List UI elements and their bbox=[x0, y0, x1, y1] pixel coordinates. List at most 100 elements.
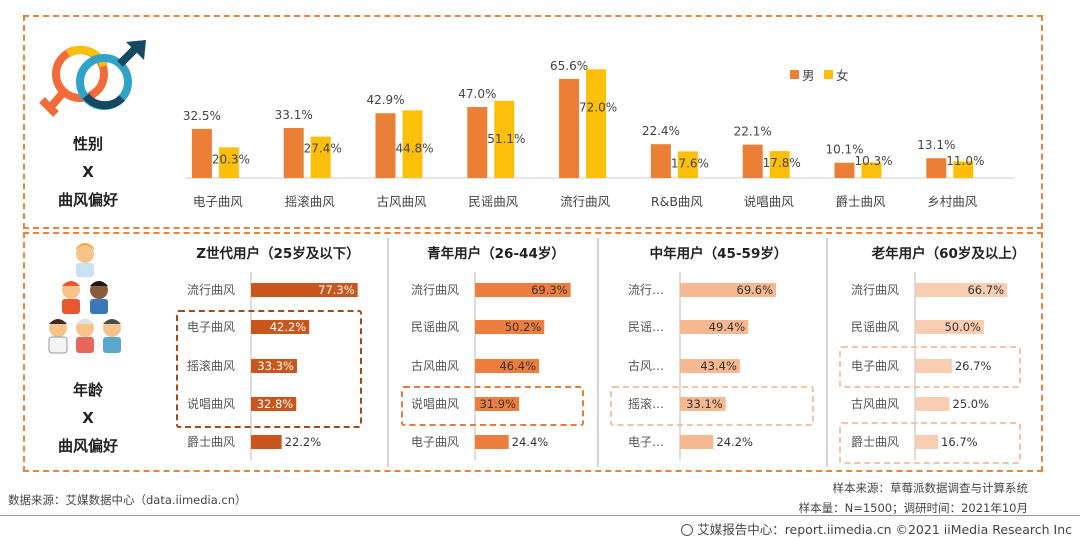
gender-bar-male-2 bbox=[375, 113, 396, 178]
age-category-label-2-0: 流行… bbox=[628, 283, 664, 297]
gender-bar-male-8 bbox=[926, 158, 947, 178]
age-category-label-1-0: 流行曲风 bbox=[411, 283, 459, 297]
gender-section-label: 性别 X 曲风偏好 bbox=[40, 130, 136, 214]
age-bar-3-1 bbox=[915, 320, 984, 334]
gender-value-label-female-8: 11.0% bbox=[946, 154, 984, 168]
age-category-label-2-2: 古风… bbox=[628, 358, 664, 373]
gender-label-line-3: 曲风偏好 bbox=[57, 191, 118, 209]
age-category-label-0-0: 流行曲风 bbox=[187, 283, 235, 297]
gender-bar-female-3 bbox=[494, 100, 515, 178]
age-category-label-3-3: 古风曲风 bbox=[851, 396, 899, 411]
gender-category-label-0: 电子曲风 bbox=[193, 194, 244, 209]
age-bar-2-2 bbox=[680, 359, 740, 373]
age-value-label-1-1: 50.2% bbox=[505, 320, 542, 334]
age-value-label-1-0: 69.3% bbox=[531, 283, 568, 297]
age-category-label-3-2: 电子曲风 bbox=[851, 359, 899, 373]
gender-value-label-male-4: 65.6% bbox=[550, 59, 588, 73]
age-category-label-0-4: 爵士曲风 bbox=[187, 435, 235, 449]
gender-value-label-male-0: 32.5% bbox=[183, 109, 221, 123]
age-bar-2-0 bbox=[680, 283, 777, 297]
data-source-text: 数据来源：艾媒数据中心（data.iimedia.cn） bbox=[8, 493, 247, 507]
gender-category-label-1: 摇滚曲风 bbox=[285, 194, 336, 209]
age-panel bbox=[23, 232, 1043, 472]
gender-bar-female-6 bbox=[769, 151, 790, 178]
sample-source-text: 样本来源：草莓派数据调查与计算系统 bbox=[832, 481, 1029, 495]
age-value-label-0-3: 32.8% bbox=[257, 397, 294, 411]
age-panel-title-0: Z世代用户（25岁及以下） bbox=[196, 245, 360, 262]
age-category-label-2-1: 民谣… bbox=[628, 320, 664, 334]
age-value-label-0-1: 42.2% bbox=[270, 320, 307, 334]
gender-category-label-2: 古风曲风 bbox=[376, 194, 427, 209]
gender-value-label-female-3: 51.1% bbox=[487, 132, 525, 146]
sample-size-text: 样本量：N=1500；调研时间：2021年10月 bbox=[798, 501, 1028, 515]
age-category-label-3-4: 爵士曲风 bbox=[851, 435, 899, 449]
gender-category-label-7: 爵士曲风 bbox=[835, 194, 886, 209]
age-category-label-0-2: 摇滚曲风 bbox=[187, 358, 235, 373]
age-value-label-3-4: 16.7% bbox=[941, 435, 978, 449]
age-value-label-3-1: 50.0% bbox=[944, 320, 981, 334]
old-highlight-box-1 bbox=[839, 346, 1021, 388]
age-value-label-1-4: 24.4% bbox=[512, 435, 549, 449]
age-bar-0-2 bbox=[251, 359, 297, 373]
age-bar-0-0 bbox=[251, 283, 358, 297]
legend-swatch-1 bbox=[824, 70, 833, 79]
age-panel-title-3: 老年用户（60岁及以上） bbox=[872, 245, 1026, 262]
gender-category-label-4: 流行曲风 bbox=[560, 194, 611, 209]
gender-bar-male-6 bbox=[742, 144, 763, 178]
age-bar-2-1 bbox=[680, 320, 749, 334]
age-bar-3-3 bbox=[915, 397, 950, 411]
age-value-label-2-1: 49.4% bbox=[709, 320, 746, 334]
gender-category-label-5: R&B曲风 bbox=[651, 194, 704, 209]
age-bar-2-3 bbox=[680, 397, 726, 411]
gender-bar-male-0 bbox=[191, 128, 212, 178]
age-value-label-0-4: 22.2% bbox=[285, 435, 322, 449]
gender-value-label-female-1: 27.4% bbox=[304, 142, 342, 156]
gender-bar-female-7 bbox=[861, 162, 882, 178]
age-value-label-3-0: 66.7% bbox=[967, 283, 1004, 297]
age-bar-3-4 bbox=[915, 435, 939, 449]
gender-value-label-female-2: 44.8% bbox=[395, 141, 433, 155]
age-category-label-3-0: 流行曲风 bbox=[851, 283, 899, 297]
age-category-label-0-3: 说唱曲风 bbox=[187, 396, 235, 411]
age-category-label-1-2: 古风曲风 bbox=[411, 358, 459, 373]
age-value-label-2-0: 69.6% bbox=[737, 283, 774, 297]
age-bar-1-2 bbox=[475, 359, 540, 373]
age-bar-0-4 bbox=[251, 435, 282, 449]
age-label-line-1: 年龄 bbox=[72, 381, 103, 399]
legend-label-1: 女 bbox=[836, 68, 849, 83]
brand-text: 艾媒报告中心：report.iimedia.cn ©2021 iiMedia R… bbox=[697, 522, 1072, 537]
gender-value-label-female-4: 72.0% bbox=[579, 100, 617, 114]
age-category-label-1-1: 民谣曲风 bbox=[411, 320, 459, 334]
age-value-label-1-3: 31.9% bbox=[479, 397, 516, 411]
gender-label-line-1: 性别 bbox=[72, 135, 103, 153]
gender-value-label-female-7: 10.3% bbox=[854, 154, 892, 168]
gender-value-label-male-6: 22.1% bbox=[734, 125, 772, 139]
age-value-label-0-2: 33.3% bbox=[257, 359, 294, 373]
gender-bar-male-5 bbox=[650, 144, 671, 178]
gender-bar-male-3 bbox=[467, 107, 488, 178]
age-value-label-3-2: 26.7% bbox=[955, 359, 992, 373]
gender-category-label-6: 说唱曲风 bbox=[744, 194, 795, 209]
globe-icon bbox=[681, 524, 694, 536]
people-group-icon bbox=[48, 243, 121, 354]
gender-value-label-female-0: 20.3% bbox=[212, 152, 250, 166]
age-bar-3-2 bbox=[915, 359, 952, 373]
age-bar-1-4 bbox=[475, 435, 509, 449]
age-bar-3-0 bbox=[915, 283, 1008, 297]
age-bar-1-1 bbox=[475, 320, 545, 334]
age-value-label-2-2: 43.4% bbox=[700, 359, 737, 373]
gender-value-label-male-8: 13.1% bbox=[917, 138, 955, 152]
gender-bar-female-1 bbox=[310, 136, 331, 178]
age-panel-title-1: 青年用户（26-44岁） bbox=[427, 245, 565, 262]
age-panel-title-2: 中年用户（45-59岁） bbox=[650, 245, 788, 262]
gender-bar-male-1 bbox=[283, 128, 304, 178]
gender-bar-male-7 bbox=[834, 162, 855, 178]
age-music-preference-charts: Z世代用户（25岁及以下） 流行曲风 77.3% 电子曲风 42.2% 摇滚曲风 33.3%… bbox=[187, 238, 1026, 467]
age-bar-1-0 bbox=[475, 283, 571, 297]
age-category-label-0-1: 电子曲风 bbox=[187, 320, 235, 334]
gender-bar-male-4 bbox=[559, 78, 580, 178]
age-bar-0-1 bbox=[251, 320, 310, 334]
gender-label-line-2: X bbox=[82, 163, 94, 181]
gender-bar-female-0 bbox=[218, 147, 239, 178]
age-label-line-3: 曲风偏好 bbox=[57, 437, 118, 455]
